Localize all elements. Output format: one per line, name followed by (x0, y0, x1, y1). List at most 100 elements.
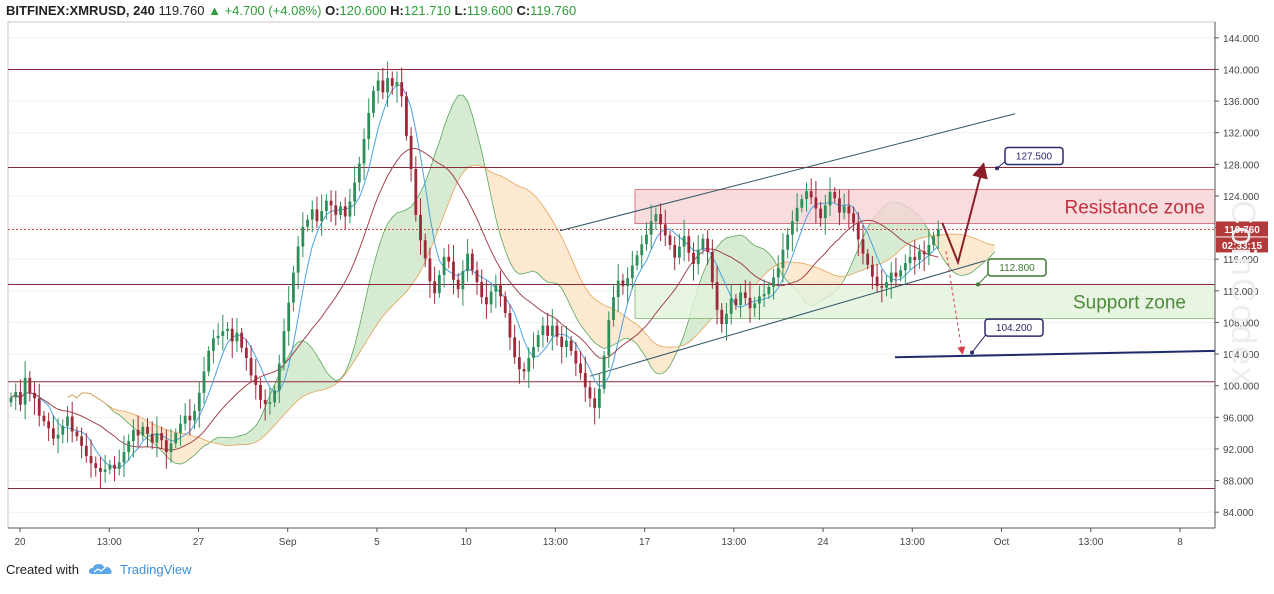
cloud-segment (599, 302, 604, 348)
candlestick[interactable] (405, 92, 408, 141)
x-tick-label: 13:00 (97, 537, 122, 548)
price-change: +4.700 (+4.08%) (225, 3, 322, 18)
candle-body (179, 424, 182, 433)
cloud-segment (392, 213, 397, 306)
candle-body (66, 417, 69, 426)
x-tick-label: 13:00 (721, 537, 746, 548)
candle-body (838, 198, 841, 212)
candle-body (94, 463, 97, 468)
candle-body (113, 465, 116, 469)
x-tick-label: 13:00 (1078, 537, 1103, 548)
candle-body (730, 299, 733, 314)
x-tick-label: 20 (14, 537, 26, 548)
candle-body (833, 192, 836, 198)
target-label-text: 127.500 (1016, 152, 1053, 163)
candle-body (617, 281, 620, 298)
cloud-segment (180, 433, 185, 464)
candle-body (311, 209, 314, 219)
candle-body (885, 282, 888, 288)
candle-body (61, 426, 64, 435)
open-value: 120.600 (340, 3, 387, 18)
candle-body (480, 282, 483, 297)
candle-body (819, 209, 822, 218)
candle-body (443, 257, 446, 275)
tradingview-cloud-icon[interactable] (89, 563, 113, 578)
candle-body (287, 303, 290, 331)
candlestick[interactable] (603, 351, 606, 394)
candle-body (664, 224, 667, 235)
cloud-segment (449, 103, 454, 203)
candle-body (471, 254, 474, 271)
candle-body (33, 393, 36, 399)
candle-body (10, 398, 13, 403)
candle-body (570, 341, 573, 351)
created-with-label: Created with (6, 562, 79, 577)
candle-body (198, 393, 201, 411)
candle-body (24, 378, 27, 405)
cloud-segment (967, 236, 972, 275)
candle-body (678, 247, 681, 258)
candle-body (843, 206, 846, 212)
y-tick-label: 84.000 (1223, 508, 1254, 519)
candle-body (268, 402, 271, 404)
low-value: 119.600 (467, 3, 513, 18)
candle-body (316, 209, 319, 221)
candle-body (796, 208, 799, 221)
candle-body (19, 392, 22, 405)
candle-body (297, 247, 300, 273)
y-tick-label: 88.000 (1223, 477, 1254, 488)
close-label: C: (516, 3, 530, 18)
candle-body (203, 371, 206, 392)
candle-body (593, 398, 596, 407)
candle-body (706, 239, 709, 252)
candle-body (151, 434, 154, 443)
candle-body (904, 263, 907, 270)
candle-body (734, 299, 737, 305)
candle-body (344, 206, 347, 216)
x-tick-label: 10 (461, 537, 473, 548)
candle-body (923, 251, 926, 254)
candle-body (461, 271, 464, 289)
cloud-segment (515, 184, 520, 274)
candle-body (381, 81, 384, 93)
target-label-anchor (970, 350, 974, 354)
candle-body (476, 270, 479, 282)
candle-body (245, 348, 248, 358)
candlestick[interactable] (372, 86, 375, 118)
watermark: CoinCodex (1224, 200, 1262, 386)
candle-body (221, 331, 224, 336)
candle-body (330, 201, 333, 206)
candle-body (589, 387, 592, 398)
tradingview-link[interactable]: TradingView (120, 562, 192, 577)
candle-body (899, 270, 902, 276)
candle-body (824, 205, 827, 218)
candle-body (80, 436, 83, 445)
candle-body (494, 285, 497, 291)
candle-body (598, 389, 601, 408)
cloud-segment (750, 242, 755, 290)
high-value: 121.710 (404, 3, 451, 18)
candle-body (909, 257, 912, 263)
candle-body (71, 417, 74, 432)
candle-body (47, 421, 50, 428)
candle-body (669, 235, 672, 244)
candle-body (28, 378, 31, 393)
candle-body (292, 273, 295, 303)
cloud-segment (628, 318, 633, 340)
candle-body (810, 191, 813, 197)
candle-body (725, 314, 728, 324)
cloud-segment (439, 127, 444, 227)
candle-body (372, 91, 375, 113)
candle-body (419, 215, 422, 240)
candle-body (541, 326, 544, 335)
candle-body (457, 280, 460, 289)
symbol-label: BITFINEX:XMRUSD, 240 (6, 3, 155, 18)
cloud-segment (505, 178, 510, 262)
cloud-segment (463, 95, 468, 173)
candle-body (104, 469, 107, 471)
x-tick-label: 5 (374, 537, 380, 548)
cloud-segment (656, 344, 661, 374)
candle-body (141, 427, 144, 436)
